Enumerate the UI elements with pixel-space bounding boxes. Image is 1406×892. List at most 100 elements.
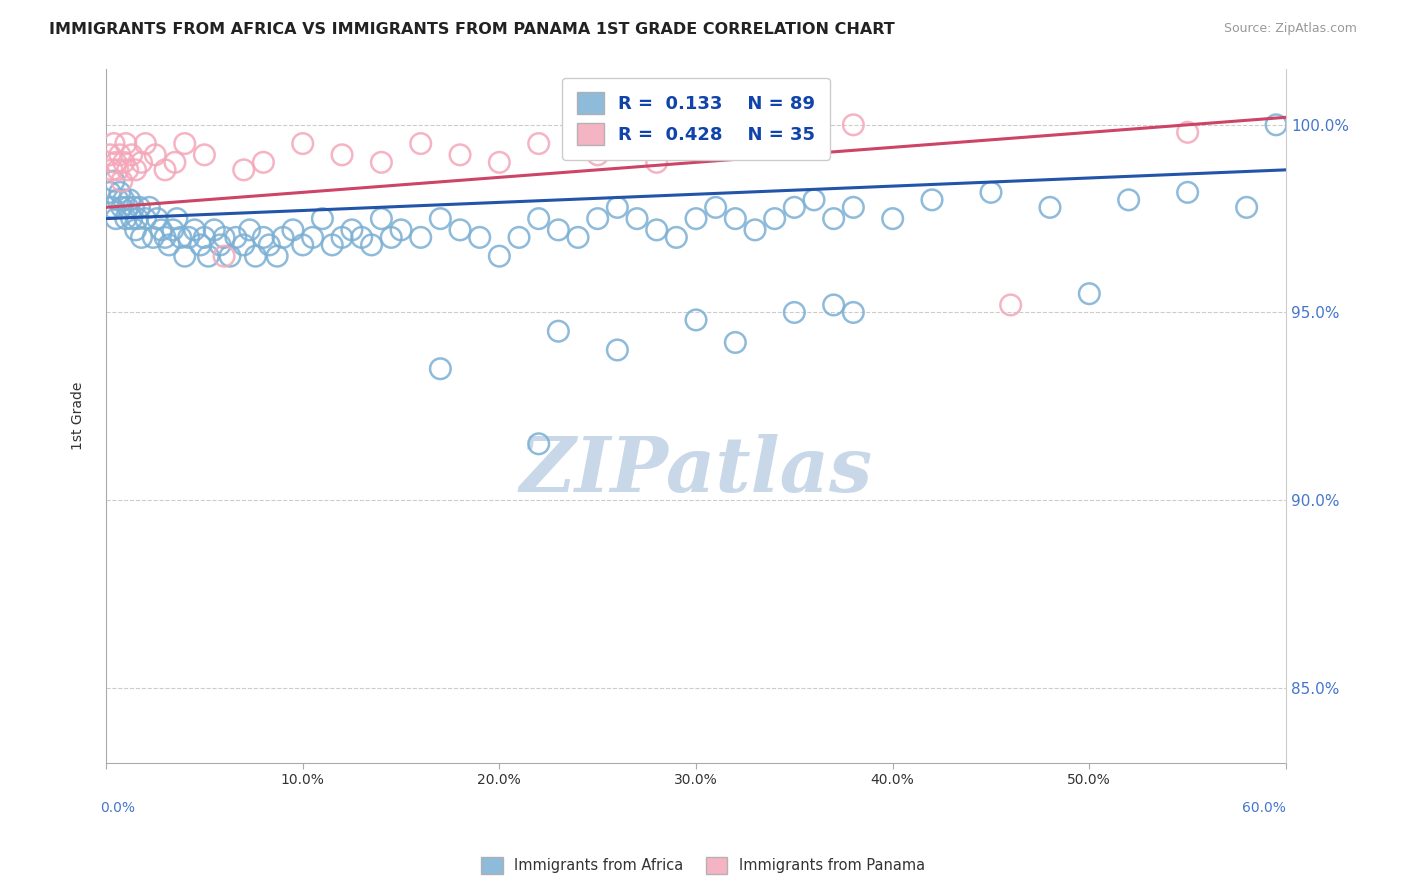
Text: Source: ZipAtlas.com: Source: ZipAtlas.com	[1223, 22, 1357, 36]
Point	[117, 200, 139, 214]
Point	[626, 211, 648, 226]
Point	[547, 223, 569, 237]
Point	[1118, 193, 1140, 207]
Point	[803, 193, 825, 207]
Point	[763, 211, 786, 226]
Point	[112, 193, 135, 207]
Point	[212, 249, 235, 263]
Point	[103, 136, 125, 151]
Point	[232, 238, 254, 252]
Point	[360, 238, 382, 252]
Point	[146, 211, 169, 226]
Point	[1078, 286, 1101, 301]
Point	[108, 186, 131, 200]
Point	[98, 186, 121, 200]
Point	[190, 238, 212, 252]
Point	[724, 136, 747, 151]
Point	[112, 155, 135, 169]
Point	[468, 230, 491, 244]
Point	[128, 200, 150, 214]
Point	[117, 162, 139, 177]
Point	[291, 238, 314, 252]
Point	[823, 211, 845, 226]
Point	[330, 148, 353, 162]
Point	[197, 249, 219, 263]
Point	[259, 238, 281, 252]
Point	[409, 230, 432, 244]
Point	[150, 223, 173, 237]
Point	[449, 223, 471, 237]
Point	[166, 211, 188, 226]
Point	[842, 305, 865, 319]
Point	[586, 211, 609, 226]
Point	[232, 162, 254, 177]
Point	[114, 136, 136, 151]
Point	[291, 136, 314, 151]
Point	[645, 155, 668, 169]
Point	[266, 249, 288, 263]
Point	[645, 223, 668, 237]
Point	[157, 238, 180, 252]
Point	[586, 148, 609, 162]
Point	[724, 335, 747, 350]
Point	[783, 200, 806, 214]
Point	[121, 148, 143, 162]
Point	[488, 155, 510, 169]
Text: 60.0%: 60.0%	[1241, 801, 1286, 815]
Point	[124, 162, 146, 177]
Point	[177, 230, 200, 244]
Point	[143, 148, 166, 162]
Point	[1177, 186, 1199, 200]
Point	[101, 162, 124, 177]
Point	[131, 230, 153, 244]
Text: ZIPatlas: ZIPatlas	[519, 434, 873, 508]
Point	[527, 136, 550, 151]
Point	[193, 230, 215, 244]
Y-axis label: 1st Grade: 1st Grade	[72, 382, 86, 450]
Point	[321, 238, 343, 252]
Point	[108, 148, 131, 162]
Point	[170, 230, 193, 244]
Point	[281, 223, 304, 237]
Point	[429, 211, 451, 226]
Point	[111, 200, 134, 214]
Point	[567, 230, 589, 244]
Point	[665, 230, 688, 244]
Point	[1236, 200, 1258, 214]
Point	[527, 437, 550, 451]
Point	[1177, 125, 1199, 139]
Point	[488, 249, 510, 263]
Point	[1039, 200, 1062, 214]
Point	[173, 249, 195, 263]
Legend: Immigrants from Africa, Immigrants from Panama: Immigrants from Africa, Immigrants from …	[475, 851, 931, 880]
Point	[350, 230, 373, 244]
Point	[134, 136, 156, 151]
Legend: R =  0.133    N = 89, R =  0.428    N = 35: R = 0.133 N = 89, R = 0.428 N = 35	[562, 78, 830, 160]
Point	[101, 200, 124, 214]
Point	[252, 155, 274, 169]
Point	[131, 155, 153, 169]
Point	[111, 174, 134, 188]
Point	[252, 230, 274, 244]
Point	[239, 223, 262, 237]
Point	[311, 211, 333, 226]
Point	[508, 230, 530, 244]
Point	[882, 211, 904, 226]
Point	[202, 223, 225, 237]
Point	[724, 211, 747, 226]
Point	[173, 136, 195, 151]
Point	[193, 148, 215, 162]
Text: 0.0%: 0.0%	[100, 801, 135, 815]
Point	[429, 361, 451, 376]
Point	[685, 211, 707, 226]
Point	[744, 223, 766, 237]
Point	[370, 211, 392, 226]
Point	[122, 200, 145, 214]
Point	[921, 193, 943, 207]
Point	[409, 136, 432, 151]
Point	[389, 223, 412, 237]
Point	[209, 238, 232, 252]
Point	[98, 148, 121, 162]
Point	[225, 230, 247, 244]
Point	[127, 211, 149, 226]
